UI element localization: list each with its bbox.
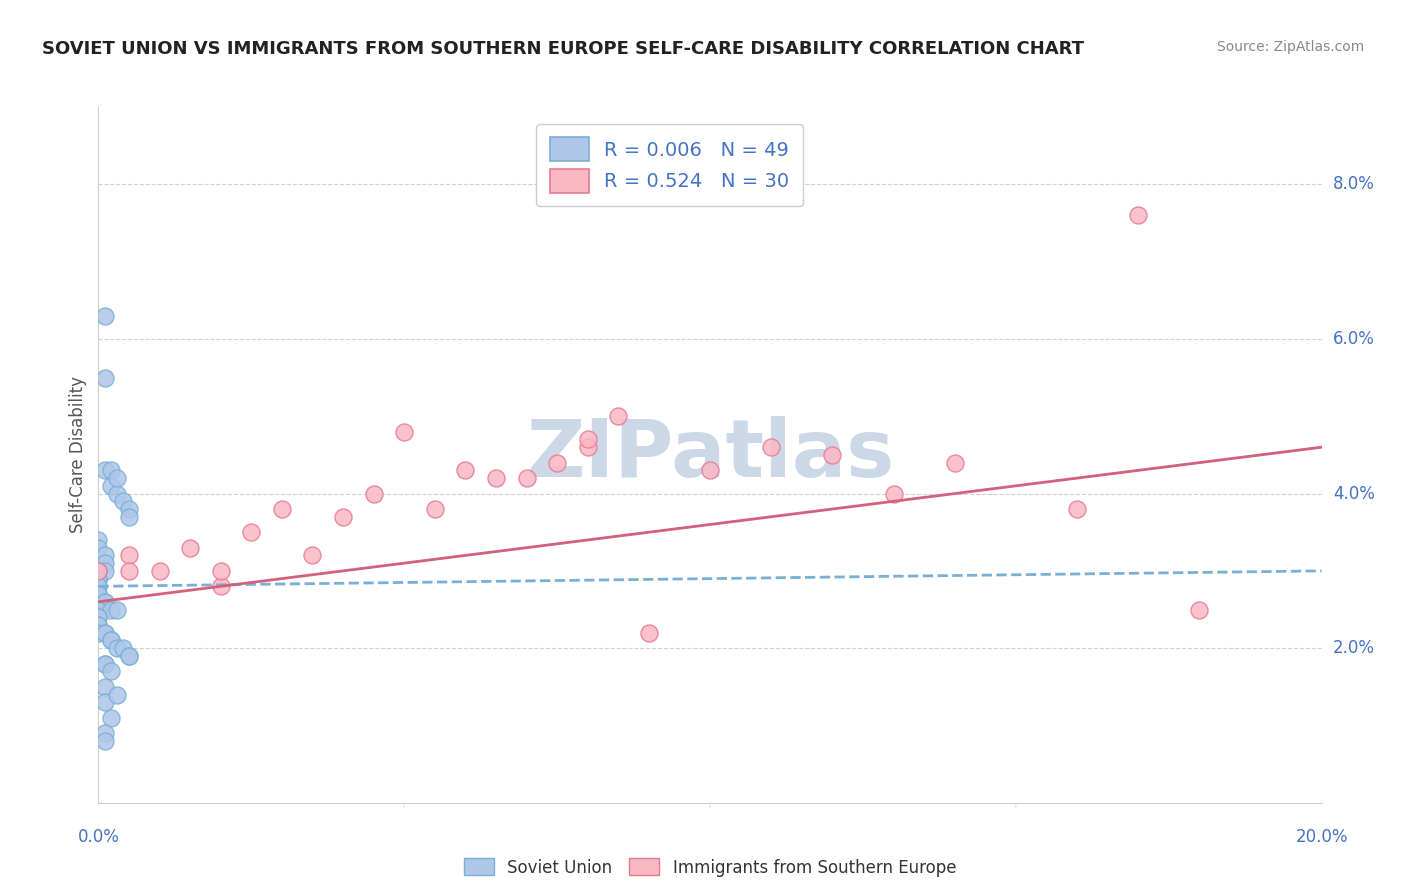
Point (87, 572, 110, 586)
Point (546, 456, 568, 470)
Point (576, 433, 599, 447)
Point (87, 587, 110, 601)
Point (105, 688, 128, 702)
Point (93, 734, 115, 748)
Point (93, 549, 115, 563)
Point (485, 471, 508, 485)
Text: SOVIET UNION VS IMMIGRANTS FROM SOUTHERN EUROPE SELF-CARE DISABILITY CORRELATION: SOVIET UNION VS IMMIGRANTS FROM SOUTHERN… (42, 40, 1084, 58)
Point (105, 641, 128, 656)
Point (93, 309, 115, 323)
Y-axis label: Self-Care Disability: Self-Care Disability (69, 376, 87, 533)
Point (637, 625, 661, 640)
Point (516, 471, 538, 485)
Text: 4.0%: 4.0% (1333, 484, 1375, 502)
Point (301, 549, 323, 563)
Point (93, 595, 115, 609)
Point (93, 625, 115, 640)
Point (943, 456, 966, 470)
Point (87, 610, 110, 624)
Text: Source: ZipAtlas.com: Source: ZipAtlas.com (1216, 40, 1364, 54)
Point (454, 463, 477, 477)
Point (423, 502, 446, 516)
Point (105, 471, 128, 485)
Point (100, 633, 122, 648)
Point (332, 509, 354, 524)
Point (93, 657, 115, 671)
Point (1128, 208, 1150, 222)
Point (209, 579, 232, 593)
Text: ZIPatlas: ZIPatlas (526, 416, 894, 494)
Legend: Soviet Union, Immigrants from Southern Europe: Soviet Union, Immigrants from Southern E… (456, 850, 965, 885)
Point (100, 665, 122, 679)
Point (179, 541, 201, 555)
Point (118, 648, 141, 663)
Point (87, 618, 110, 632)
Point (100, 479, 122, 493)
Point (100, 711, 122, 725)
Point (87, 579, 110, 593)
Point (149, 564, 172, 578)
Point (105, 486, 128, 500)
Point (759, 440, 782, 454)
Point (118, 564, 141, 578)
Point (87, 564, 110, 578)
Point (821, 448, 844, 462)
Point (93, 695, 115, 709)
Text: 2.0%: 2.0% (1333, 640, 1375, 657)
Point (699, 463, 721, 477)
Point (883, 486, 905, 500)
Point (93, 657, 115, 671)
Point (93, 556, 115, 570)
Point (118, 509, 141, 524)
Text: 20.0%: 20.0% (1295, 828, 1348, 846)
Point (87, 533, 110, 547)
Point (87, 618, 110, 632)
Point (93, 726, 115, 740)
Point (93, 370, 115, 384)
Point (118, 502, 141, 516)
Text: 0.0%: 0.0% (77, 828, 120, 846)
Text: 6.0%: 6.0% (1333, 330, 1375, 348)
Point (93, 564, 115, 578)
Point (1188, 602, 1211, 616)
Point (111, 641, 134, 656)
Point (87, 541, 110, 555)
Point (87, 610, 110, 624)
Point (576, 440, 599, 454)
Point (392, 425, 416, 439)
Point (100, 463, 122, 477)
Point (87, 572, 110, 586)
Point (93, 595, 115, 609)
Point (607, 409, 630, 424)
Point (270, 502, 292, 516)
Point (118, 549, 141, 563)
Point (1066, 502, 1088, 516)
Text: 8.0%: 8.0% (1333, 176, 1375, 194)
Point (93, 625, 115, 640)
Point (87, 625, 110, 640)
Point (87, 579, 110, 593)
Point (209, 564, 232, 578)
Point (105, 602, 128, 616)
Point (93, 680, 115, 694)
Point (118, 648, 141, 663)
Point (87, 602, 110, 616)
Point (240, 525, 263, 540)
Point (111, 494, 134, 508)
Point (100, 602, 122, 616)
Point (87, 587, 110, 601)
Point (93, 463, 115, 477)
Point (363, 486, 385, 500)
Point (100, 633, 122, 648)
Point (87, 564, 110, 578)
